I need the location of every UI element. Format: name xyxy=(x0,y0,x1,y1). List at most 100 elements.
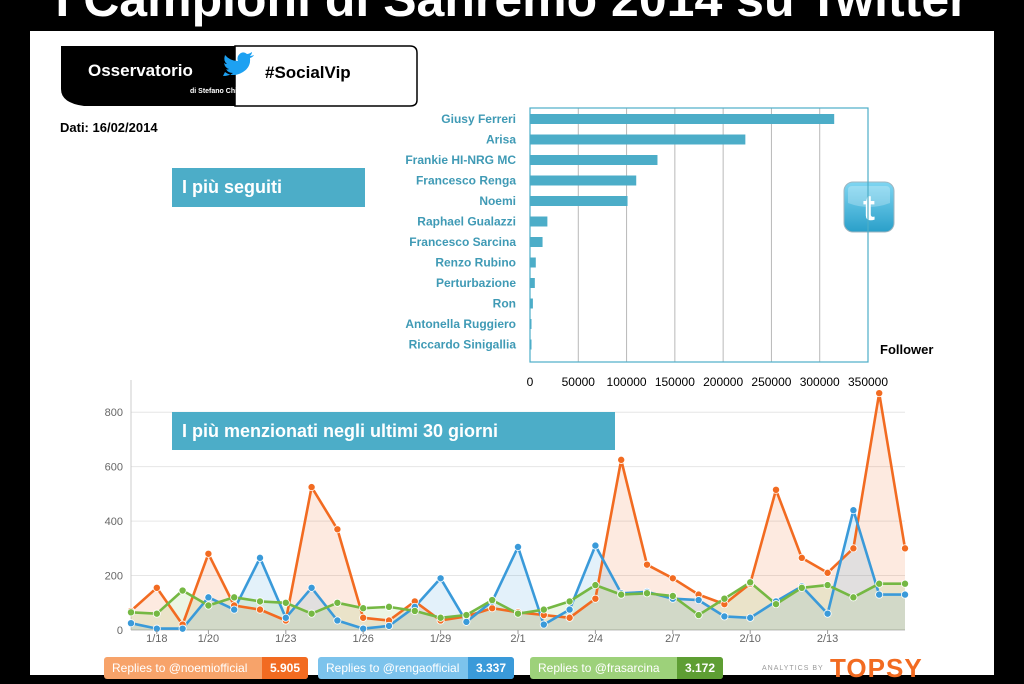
legend-label: Replies to @noemiofficial xyxy=(112,661,248,675)
twitter-bird-icon xyxy=(223,52,254,76)
legend-value: 3.337 xyxy=(468,657,514,679)
legend-renga: Replies to @rengaofficial 3.337 xyxy=(318,657,514,679)
logo-hashtag: #SocialVip xyxy=(265,63,351,82)
series-point xyxy=(204,549,213,558)
bar-tick-label: 100000 xyxy=(607,375,647,389)
bar xyxy=(530,216,548,227)
bar-tick-label: 300000 xyxy=(800,375,840,389)
series-point xyxy=(127,619,136,628)
series-point xyxy=(539,605,548,614)
series-point xyxy=(668,591,677,600)
bar-category-label: Noemi xyxy=(479,194,516,208)
line-xtick-label: 1/26 xyxy=(352,633,373,645)
topsy-small-text: ANALYTICS BY xyxy=(762,665,824,672)
line-xtick-label: 2/1 xyxy=(510,633,525,645)
series-point xyxy=(823,568,832,577)
bar xyxy=(530,298,533,309)
legend-label: Replies to @rengaofficial xyxy=(326,661,460,675)
bar xyxy=(530,237,543,247)
bar-category-label: Francesco Renga xyxy=(416,174,516,188)
series-point xyxy=(901,579,910,588)
legend-value: 3.172 xyxy=(677,657,723,679)
series-point xyxy=(384,602,393,611)
line-xtick-label: 1/18 xyxy=(146,633,167,645)
logo-subtitle: di Stefano Chiarazzo xyxy=(190,88,259,95)
series-point xyxy=(797,553,806,562)
bar xyxy=(530,257,536,268)
bar-tick-label: 50000 xyxy=(562,375,596,389)
svg-text:t: t xyxy=(863,187,875,228)
bar-tick-label: 150000 xyxy=(655,375,695,389)
series-point xyxy=(746,613,755,622)
bar-tick-label: 0 xyxy=(527,375,534,389)
series-point xyxy=(230,593,239,602)
series-point xyxy=(565,597,574,606)
series-point xyxy=(178,586,187,595)
bar-category-label: Giusy Ferreri xyxy=(441,112,516,126)
bar xyxy=(530,319,532,329)
line-xtick-label: 2/10 xyxy=(739,633,760,645)
series-point xyxy=(617,590,626,599)
series-point xyxy=(591,594,600,603)
series-point xyxy=(875,389,884,398)
line-xtick-label: 1/23 xyxy=(275,633,296,645)
series-point xyxy=(849,544,858,553)
series-point xyxy=(359,613,368,622)
series-area xyxy=(131,393,905,630)
bar xyxy=(530,175,637,186)
line-xtick-label: 2/4 xyxy=(588,633,603,645)
section-label-most-mentioned: I più menzionati negli ultimi 30 giorni xyxy=(172,412,615,450)
bar-tick-label: 250000 xyxy=(751,375,791,389)
bar xyxy=(530,134,746,145)
series-point xyxy=(204,593,213,602)
series-point xyxy=(514,609,523,618)
series-point xyxy=(333,525,342,534)
series-point xyxy=(436,574,445,583)
series-point xyxy=(178,624,187,633)
line-xtick-label: 1/20 xyxy=(198,633,219,645)
series-point xyxy=(643,589,652,598)
series-point xyxy=(668,574,677,583)
series-point xyxy=(643,560,652,569)
series-point xyxy=(591,581,600,590)
series-point xyxy=(307,483,316,492)
legend-label: Replies to @frasarcina xyxy=(538,661,660,675)
series-point xyxy=(797,583,806,592)
bar-category-label: Antonella Ruggiero xyxy=(405,317,516,331)
series-point xyxy=(694,596,703,605)
series-point xyxy=(152,609,161,618)
bar-tick-label: 350000 xyxy=(848,375,888,389)
bar-category-label: Ron xyxy=(493,297,516,311)
line-ytick-label: 0 xyxy=(117,625,123,637)
series-point xyxy=(514,542,523,551)
twitter-badge-icon: t xyxy=(843,181,895,233)
bar xyxy=(530,114,835,124)
series-area xyxy=(131,510,905,630)
series-point xyxy=(565,613,574,622)
series-point xyxy=(720,612,729,621)
series-point xyxy=(255,553,264,562)
series-point xyxy=(436,613,445,622)
bar-category-label: Raphael Gualazzi xyxy=(417,215,516,229)
series-point xyxy=(875,590,884,599)
bar-axis-label: Follower xyxy=(880,342,933,357)
series-point xyxy=(901,544,910,553)
logo-title: Osservatorio xyxy=(88,61,193,80)
date-label: Dati: 16/02/2014 xyxy=(60,120,158,135)
bar-category-label: Francesco Sarcina xyxy=(409,235,516,249)
bar xyxy=(530,278,535,288)
series-point xyxy=(772,485,781,494)
series-point xyxy=(565,605,574,614)
series-point xyxy=(255,597,264,606)
series-point xyxy=(333,598,342,607)
series-point xyxy=(281,613,290,622)
series-point xyxy=(488,604,497,613)
series-point xyxy=(307,609,316,618)
bar-category-label: Arisa xyxy=(486,133,516,147)
series-point xyxy=(720,594,729,603)
series-point xyxy=(772,600,781,609)
series-point xyxy=(255,605,264,614)
bar-category-label: Riccardo Sinigallia xyxy=(409,338,517,352)
line-ytick-label: 800 xyxy=(105,407,123,419)
